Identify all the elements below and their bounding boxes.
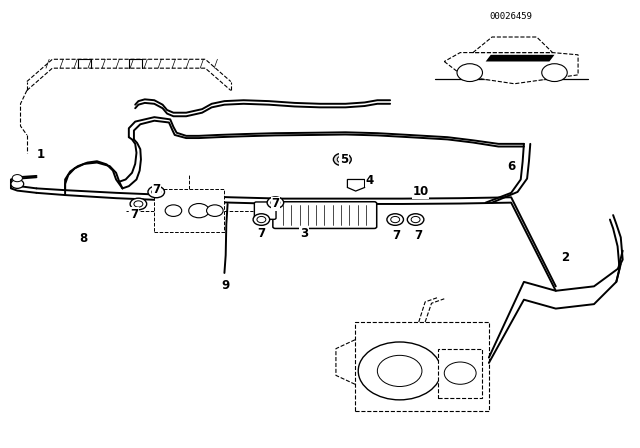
Text: 7: 7: [415, 228, 423, 241]
Text: 9: 9: [221, 279, 230, 292]
Text: 7: 7: [257, 227, 266, 240]
Circle shape: [333, 153, 351, 166]
Circle shape: [541, 64, 567, 82]
Circle shape: [165, 205, 182, 216]
FancyBboxPatch shape: [254, 202, 276, 220]
Text: 7: 7: [271, 198, 280, 211]
Circle shape: [257, 216, 266, 223]
Text: 1: 1: [37, 148, 45, 161]
Text: 4: 4: [365, 174, 374, 187]
Circle shape: [148, 186, 164, 198]
Text: 3: 3: [300, 227, 308, 240]
Circle shape: [271, 199, 280, 206]
Circle shape: [267, 197, 284, 208]
Text: 2: 2: [561, 251, 570, 264]
Circle shape: [444, 362, 476, 384]
Text: 7: 7: [152, 183, 160, 196]
Polygon shape: [444, 52, 578, 84]
Circle shape: [189, 203, 209, 218]
Circle shape: [134, 201, 143, 207]
Circle shape: [407, 214, 424, 225]
Circle shape: [378, 355, 422, 387]
Circle shape: [358, 342, 441, 400]
Circle shape: [411, 216, 420, 223]
Text: 7: 7: [392, 228, 401, 241]
Circle shape: [12, 175, 22, 182]
Circle shape: [11, 180, 24, 188]
Polygon shape: [473, 37, 552, 52]
Circle shape: [207, 205, 223, 216]
Circle shape: [457, 64, 483, 82]
Circle shape: [130, 198, 147, 210]
Circle shape: [152, 189, 161, 195]
Circle shape: [337, 156, 348, 163]
Circle shape: [253, 214, 269, 225]
Circle shape: [387, 214, 403, 225]
Circle shape: [391, 216, 399, 223]
Text: 7: 7: [130, 208, 138, 221]
Text: 8: 8: [79, 232, 87, 245]
FancyBboxPatch shape: [273, 202, 377, 228]
Bar: [438, 349, 483, 398]
Text: 10: 10: [413, 185, 429, 198]
Bar: [154, 189, 225, 232]
Polygon shape: [486, 55, 554, 61]
Polygon shape: [348, 180, 365, 191]
Text: 6: 6: [507, 159, 515, 172]
Bar: [355, 322, 489, 411]
Text: 5: 5: [340, 153, 348, 166]
Text: 00026459: 00026459: [490, 13, 532, 22]
